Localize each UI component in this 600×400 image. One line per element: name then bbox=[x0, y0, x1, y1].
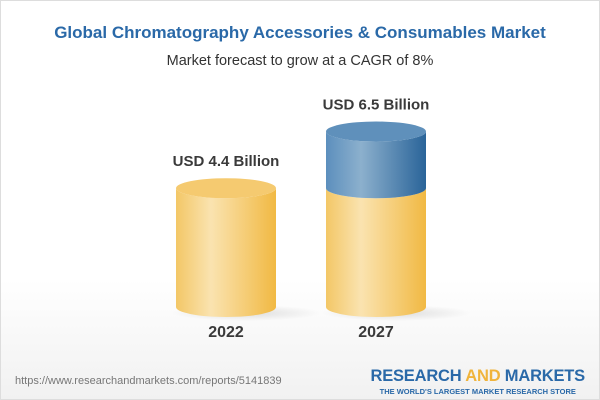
category-label: 2027 bbox=[358, 324, 394, 341]
cylinder-base-segment bbox=[326, 188, 426, 317]
category-label: 2022 bbox=[208, 324, 244, 341]
research-and-markets-logo: RESEARCH AND MARKETS THE WORLD'S LARGEST… bbox=[370, 367, 585, 396]
cylinder-growth-segment bbox=[326, 131, 426, 199]
chart-title: Global Chromatography Accessories & Cons… bbox=[54, 23, 546, 42]
cylinder-top bbox=[176, 178, 276, 199]
cylinder-chart: USD 4.4 Billion 2022 USD 6.5 Billion 2027 bbox=[171, 97, 471, 341]
data-label: USD 4.4 Billion bbox=[173, 153, 280, 170]
data-label: USD 6.5 Billion bbox=[323, 97, 430, 114]
chart-subtitle: Market forecast to grow at a CAGR of 8% bbox=[166, 53, 434, 69]
cylinder-base-segment bbox=[176, 188, 276, 317]
cylinder-top bbox=[326, 121, 426, 142]
source-url[interactable]: https://www.researchandmarkets.com/repor… bbox=[15, 375, 282, 387]
